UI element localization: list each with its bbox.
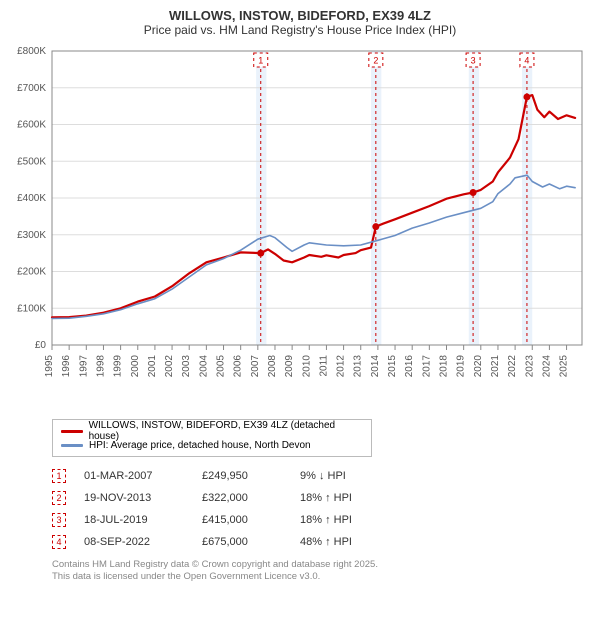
svg-text:2002: 2002 <box>164 355 175 378</box>
svg-text:2003: 2003 <box>181 355 192 378</box>
svg-text:2: 2 <box>373 56 378 66</box>
svg-text:2023: 2023 <box>524 355 535 378</box>
svg-text:£200K: £200K <box>17 267 46 278</box>
transaction-delta: 18% ↑ HPI <box>300 492 390 504</box>
transaction-delta: 9% ↓ HPI <box>300 470 390 482</box>
svg-text:£800K: £800K <box>17 46 46 57</box>
transaction-row: 4 08-SEP-2022 £675,000 48% ↑ HPI <box>52 531 590 553</box>
transaction-row: 1 01-MAR-2007 £249,950 9% ↓ HPI <box>52 465 590 487</box>
legend-item: WILLOWS, INSTOW, BIDEFORD, EX39 4LZ (det… <box>61 424 363 438</box>
svg-text:2017: 2017 <box>421 355 432 378</box>
svg-text:1999: 1999 <box>113 355 124 378</box>
svg-text:4: 4 <box>524 56 529 66</box>
svg-text:1998: 1998 <box>95 355 106 378</box>
transaction-price: £415,000 <box>202 514 282 526</box>
legend-label: HPI: Average price, detached house, Nort… <box>89 440 311 451</box>
svg-text:2021: 2021 <box>490 355 501 378</box>
transaction-delta: 18% ↑ HPI <box>300 514 390 526</box>
transaction-price: £675,000 <box>202 536 282 548</box>
transaction-date: 19-NOV-2013 <box>84 492 184 504</box>
legend-swatch <box>61 444 83 447</box>
svg-text:2004: 2004 <box>198 355 209 378</box>
transaction-date: 08-SEP-2022 <box>84 536 184 548</box>
title-line1: WILLOWS, INSTOW, BIDEFORD, EX39 4LZ <box>10 8 590 23</box>
transaction-marker: 2 <box>52 491 66 505</box>
svg-text:£100K: £100K <box>17 303 46 314</box>
transaction-price: £322,000 <box>202 492 282 504</box>
title-line2: Price paid vs. HM Land Registry's House … <box>10 23 590 37</box>
svg-text:2007: 2007 <box>250 355 261 378</box>
svg-text:2022: 2022 <box>507 355 518 378</box>
transaction-row: 3 18-JUL-2019 £415,000 18% ↑ HPI <box>52 509 590 531</box>
svg-text:2019: 2019 <box>456 355 467 378</box>
svg-text:£600K: £600K <box>17 120 46 131</box>
svg-text:2013: 2013 <box>353 355 364 378</box>
svg-text:2005: 2005 <box>216 355 227 378</box>
svg-text:1995: 1995 <box>44 355 55 378</box>
svg-text:2024: 2024 <box>541 355 552 378</box>
svg-text:£0: £0 <box>35 340 47 351</box>
svg-text:3: 3 <box>471 56 476 66</box>
svg-text:2025: 2025 <box>559 355 570 378</box>
svg-text:2009: 2009 <box>284 355 295 378</box>
svg-text:2016: 2016 <box>404 355 415 378</box>
svg-text:£500K: £500K <box>17 156 46 167</box>
footer-attribution: Contains HM Land Registry data © Crown c… <box>52 559 570 584</box>
svg-text:2018: 2018 <box>438 355 449 378</box>
footer-line2: This data is licensed under the Open Gov… <box>52 571 570 583</box>
svg-text:£700K: £700K <box>17 83 46 94</box>
footer-line1: Contains HM Land Registry data © Crown c… <box>52 559 570 571</box>
svg-text:£300K: £300K <box>17 230 46 241</box>
transactions-table: 1 01-MAR-2007 £249,950 9% ↓ HPI 2 19-NOV-2013… <box>52 465 590 553</box>
svg-text:2000: 2000 <box>130 355 141 378</box>
legend: WILLOWS, INSTOW, BIDEFORD, EX39 4LZ (det… <box>52 419 372 457</box>
svg-text:2011: 2011 <box>318 355 329 377</box>
transaction-date: 18-JUL-2019 <box>84 514 184 526</box>
svg-text:2020: 2020 <box>473 355 484 378</box>
svg-text:2008: 2008 <box>267 355 278 378</box>
transaction-delta: 48% ↑ HPI <box>300 536 390 548</box>
transaction-date: 01-MAR-2007 <box>84 470 184 482</box>
svg-text:2006: 2006 <box>233 355 244 378</box>
svg-text:2010: 2010 <box>301 355 312 378</box>
svg-text:2012: 2012 <box>336 355 347 378</box>
svg-text:1: 1 <box>258 56 263 66</box>
transaction-marker: 4 <box>52 535 66 549</box>
svg-text:2014: 2014 <box>370 355 381 378</box>
legend-swatch <box>61 430 83 433</box>
svg-text:1996: 1996 <box>61 355 72 378</box>
svg-text:2001: 2001 <box>147 355 158 378</box>
transaction-marker: 1 <box>52 469 66 483</box>
svg-text:2015: 2015 <box>387 355 398 378</box>
price-chart: £0 £100K £200K £300K £400K £500K £600K £700K £80… <box>10 43 590 413</box>
transaction-row: 2 19-NOV-2013 £322,000 18% ↑ HPI <box>52 487 590 509</box>
transaction-marker: 3 <box>52 513 66 527</box>
svg-text:1997: 1997 <box>78 355 89 378</box>
transaction-price: £249,950 <box>202 470 282 482</box>
svg-text:£400K: £400K <box>17 193 46 204</box>
